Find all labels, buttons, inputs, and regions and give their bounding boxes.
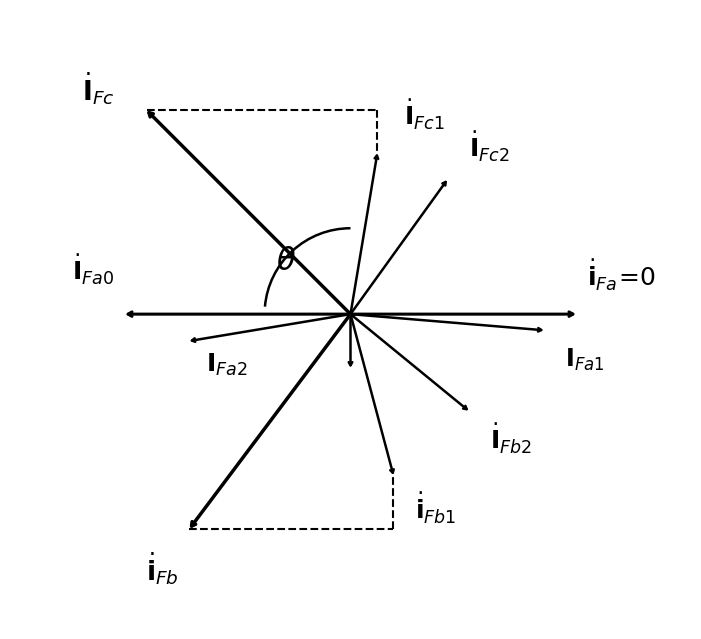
Text: $\dot{\mathbf{i}}_{Fb1}$: $\dot{\mathbf{i}}_{Fb1}$	[415, 491, 456, 527]
Text: $\dot{\mathbf{i}}_{Fb}$: $\dot{\mathbf{i}}_{Fb}$	[146, 550, 179, 587]
Text: $\dot{\mathbf{i}}_{Fa}\!=\!0$: $\dot{\mathbf{i}}_{Fa}\!=\!0$	[587, 258, 656, 293]
Text: $\dot{\mathbf{I}}_{Fa0}$: $\dot{\mathbf{I}}_{Fa0}$	[72, 253, 114, 288]
Text: $\dot{\mathbf{I}}_{Fc}$: $\dot{\mathbf{I}}_{Fc}$	[82, 70, 114, 107]
Text: $\dot{\mathbf{I}}_{Fb2}$: $\dot{\mathbf{I}}_{Fb2}$	[490, 422, 532, 456]
Text: $\dot{\mathbf{I}}_{Fc2}$: $\dot{\mathbf{I}}_{Fc2}$	[468, 130, 509, 164]
Text: $\dot{\mathbf{I}}_{Fc1}$: $\dot{\mathbf{I}}_{Fc1}$	[404, 97, 445, 132]
Text: $\mathbf{I}_{Fa2}$: $\mathbf{I}_{Fa2}$	[205, 351, 247, 378]
Text: $\theta$: $\theta$	[276, 245, 296, 277]
Text: $\mathbf{I}_{Fa1}$: $\mathbf{I}_{Fa1}$	[565, 346, 605, 373]
